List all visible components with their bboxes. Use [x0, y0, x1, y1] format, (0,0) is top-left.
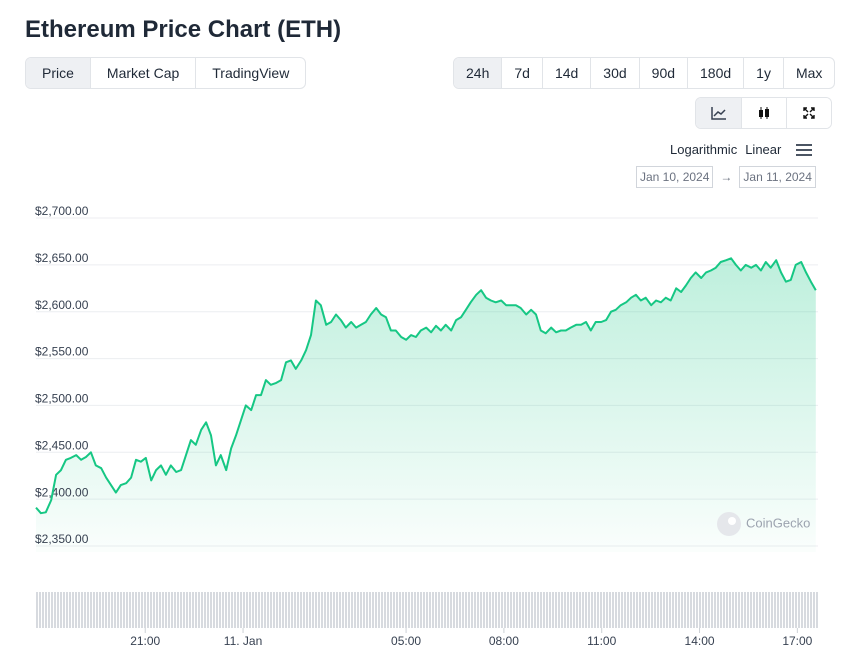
range-button[interactable]: Max [782, 58, 834, 88]
date-range: Jan 10, 2024 → Jan 11, 2024 [636, 166, 816, 188]
tab-button[interactable]: Market Cap [89, 58, 195, 88]
line-mode-button[interactable] [696, 98, 741, 128]
watermark: CoinGecko [717, 512, 810, 536]
x-tick-label: 11:00 [587, 634, 616, 648]
range-button[interactable]: 180d [687, 58, 743, 88]
range-button[interactable]: 1y [743, 58, 783, 88]
y-tick-label: $2,700.00 [35, 204, 89, 218]
menu-icon[interactable] [795, 143, 813, 157]
x-tick-label: 05:00 [391, 634, 421, 648]
candle-mode-button[interactable] [741, 98, 786, 128]
x-tick-label: 17:00 [782, 634, 812, 648]
range-button[interactable]: 7d [501, 58, 542, 88]
fullscreen-icon [803, 107, 815, 119]
scale-option[interactable]: Logarithmic [670, 142, 738, 157]
y-tick-label: $2,500.00 [35, 392, 89, 406]
x-tick-label: 08:00 [489, 634, 519, 648]
y-tick-label: $2,400.00 [35, 485, 89, 499]
tab-button[interactable]: Price [26, 58, 90, 88]
date-from[interactable]: Jan 10, 2024 [636, 166, 714, 188]
y-tick-label: $2,600.00 [35, 298, 89, 312]
range-button[interactable]: 14d [541, 58, 590, 88]
fullscreen-button[interactable] [786, 98, 831, 128]
price-line [35, 257, 817, 515]
candle-icon [759, 107, 769, 119]
price-area [36, 258, 816, 552]
page-title: Ethereum Price Chart (ETH) [25, 16, 342, 43]
line-icon [710, 107, 726, 120]
range-button[interactable]: 24h [454, 58, 502, 88]
y-tick-label: $2,550.00 [35, 345, 89, 359]
x-tick-label: 21:00 [130, 634, 160, 648]
volume-band [36, 592, 818, 628]
tab-group: Price Market Cap TradingView [25, 57, 307, 89]
tab-button[interactable]: TradingView [195, 58, 305, 88]
x-tick-label: 11. Jan [224, 634, 262, 648]
chart-mode-group [695, 97, 832, 129]
range-group: 24h 7d 14d 30d 90d 180d 1y Max [453, 57, 836, 89]
y-tick-label: $2,350.00 [35, 532, 89, 546]
range-button[interactable]: 30d [590, 58, 638, 88]
watermark-text: CoinGecko [746, 515, 810, 530]
scale-toggle: Logarithmic Linear [666, 138, 813, 161]
range-button[interactable]: 90d [638, 58, 687, 88]
date-to[interactable]: Jan 11, 2024 [739, 166, 816, 188]
x-tick-label: 14:00 [685, 634, 715, 648]
y-tick-label: $2,450.00 [35, 438, 89, 452]
y-tick-label: $2,650.00 [35, 251, 89, 265]
scale-option[interactable]: Linear [745, 142, 782, 157]
date-arrow: → [720, 170, 733, 184]
